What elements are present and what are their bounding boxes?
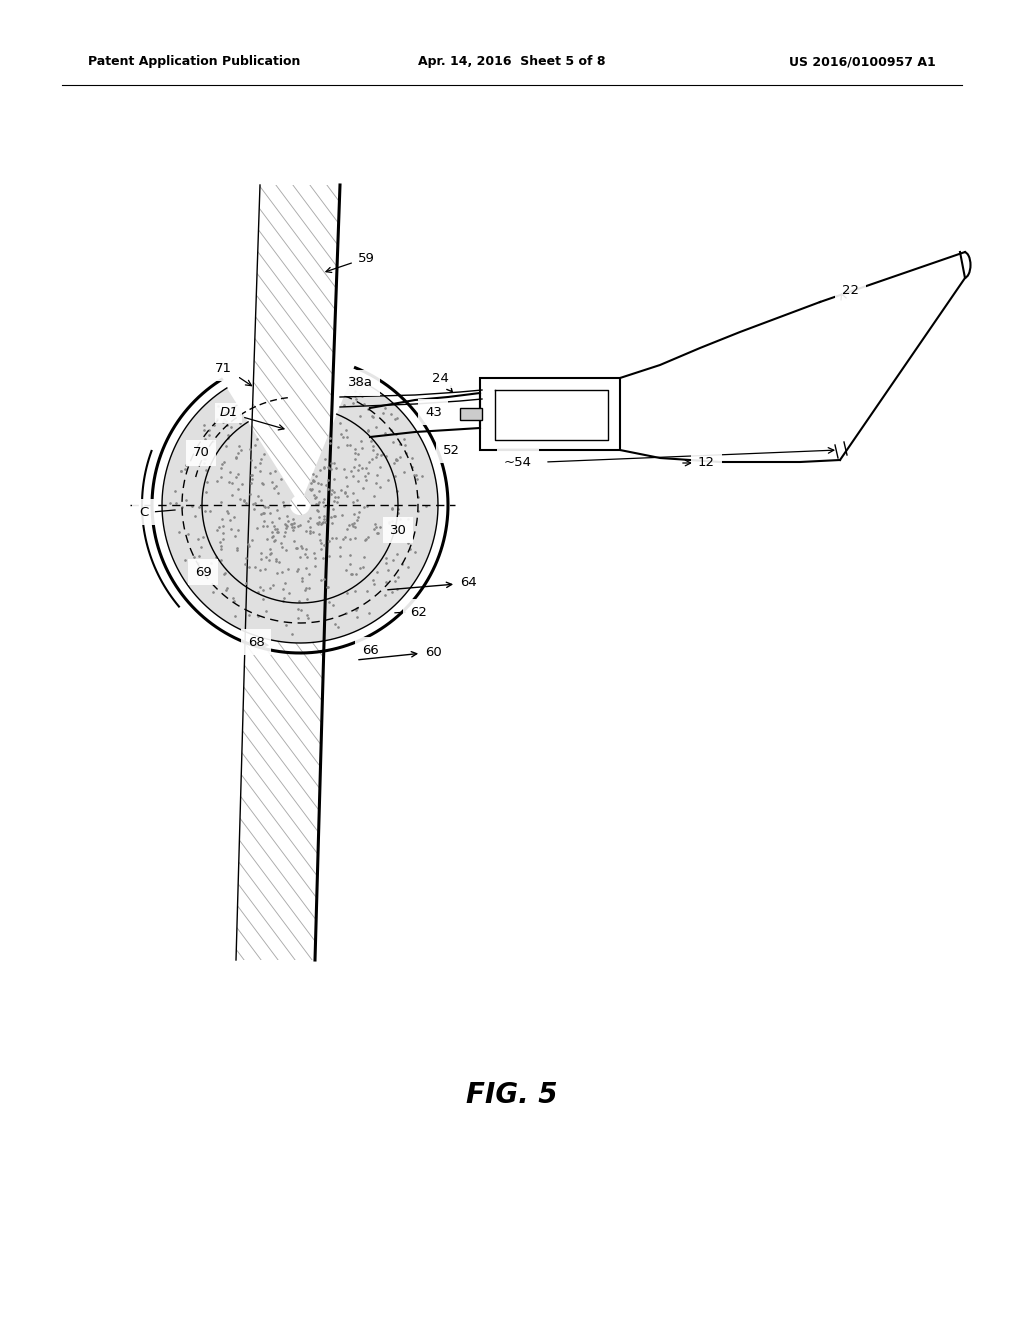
Text: 64: 64 bbox=[388, 577, 477, 590]
Text: D1: D1 bbox=[219, 407, 284, 430]
Wedge shape bbox=[162, 378, 438, 643]
Polygon shape bbox=[236, 185, 340, 960]
Text: ~54: ~54 bbox=[504, 455, 532, 469]
Text: 59: 59 bbox=[326, 252, 375, 272]
Text: 70: 70 bbox=[193, 446, 210, 459]
Text: 22: 22 bbox=[842, 284, 859, 297]
Text: 38a: 38a bbox=[348, 376, 373, 389]
Text: 30: 30 bbox=[390, 524, 407, 536]
Text: 71: 71 bbox=[215, 362, 232, 375]
Text: 52: 52 bbox=[443, 444, 460, 457]
Text: 62: 62 bbox=[410, 606, 427, 619]
Text: 68: 68 bbox=[248, 635, 265, 648]
Text: 43: 43 bbox=[425, 405, 442, 418]
Text: US 2016/0100957 A1: US 2016/0100957 A1 bbox=[790, 55, 936, 69]
Polygon shape bbox=[480, 378, 620, 450]
Polygon shape bbox=[460, 408, 482, 420]
Text: 66: 66 bbox=[362, 644, 379, 656]
Text: 24: 24 bbox=[432, 371, 453, 392]
Text: Apr. 14, 2016  Sheet 5 of 8: Apr. 14, 2016 Sheet 5 of 8 bbox=[418, 55, 606, 69]
Text: 12: 12 bbox=[698, 457, 715, 470]
Text: FIG. 5: FIG. 5 bbox=[466, 1081, 558, 1109]
Text: Patent Application Publication: Patent Application Publication bbox=[88, 55, 300, 69]
Text: 69: 69 bbox=[195, 565, 212, 578]
Text: C: C bbox=[138, 506, 148, 519]
Text: 60: 60 bbox=[358, 645, 441, 660]
